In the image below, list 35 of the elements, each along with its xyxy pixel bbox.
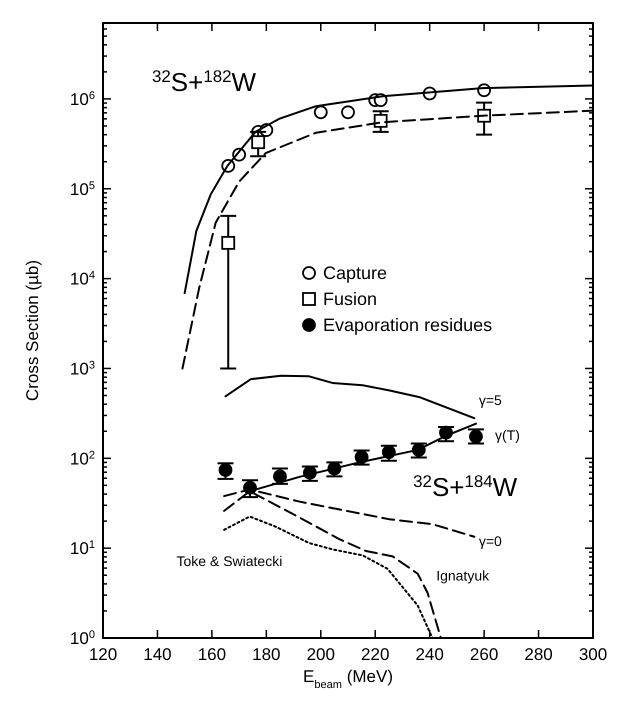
y-axis-title: Cross Section (µb) — [23, 260, 42, 402]
x-tick-label: 300 — [578, 645, 608, 664]
y-tick-label: 10$^{6}$ — [70, 90, 95, 109]
point — [341, 105, 355, 120]
line-series — [224, 374, 476, 420]
legend-label: Evaporation residues — [323, 315, 492, 335]
point — [218, 463, 232, 477]
point — [251, 135, 266, 150]
y-tick-label: 10$^{2}$ — [70, 449, 95, 468]
x-tick-label: 280 — [524, 645, 553, 664]
x-tick-label: 160 — [198, 645, 226, 664]
point — [221, 236, 236, 250]
y-tick-label: 10$^{3}$ — [70, 359, 95, 378]
point — [314, 105, 328, 120]
x-tick-label: 240 — [415, 645, 444, 664]
annotation: Toke & Swiatecki — [176, 553, 282, 570]
annotation: γ=5 — [478, 392, 502, 408]
annotation: γ=0 — [478, 532, 502, 549]
y-tick-label: 10$^{4}$ — [70, 270, 95, 289]
x-tick-label: 220 — [361, 645, 390, 664]
annotation: $^{32}$S+$^{182}$W — [152, 66, 257, 97]
y-tick-label: 10$^{1}$ — [70, 539, 95, 558]
x-tick-label: 260 — [470, 645, 498, 664]
annotation: γ(T) — [495, 427, 520, 444]
legend-label: Capture — [323, 263, 388, 283]
x-tick-label: 200 — [306, 645, 335, 664]
legend-label: Fusion — [323, 289, 378, 309]
x-axis-title: E$_{beam}$ (MeV) — [303, 667, 393, 691]
y-tick-label: 10$^{5}$ — [70, 180, 95, 199]
x-tick-label: 180 — [252, 645, 281, 664]
x-tick-label: 120 — [88, 645, 118, 664]
x-tick-label: 140 — [143, 645, 172, 664]
annotation: $^{32}$S+$^{184}$W — [413, 472, 518, 502]
y-tick-label: 10$^{0}$ — [70, 629, 95, 648]
annotation: Ignatyuk — [436, 567, 490, 584]
